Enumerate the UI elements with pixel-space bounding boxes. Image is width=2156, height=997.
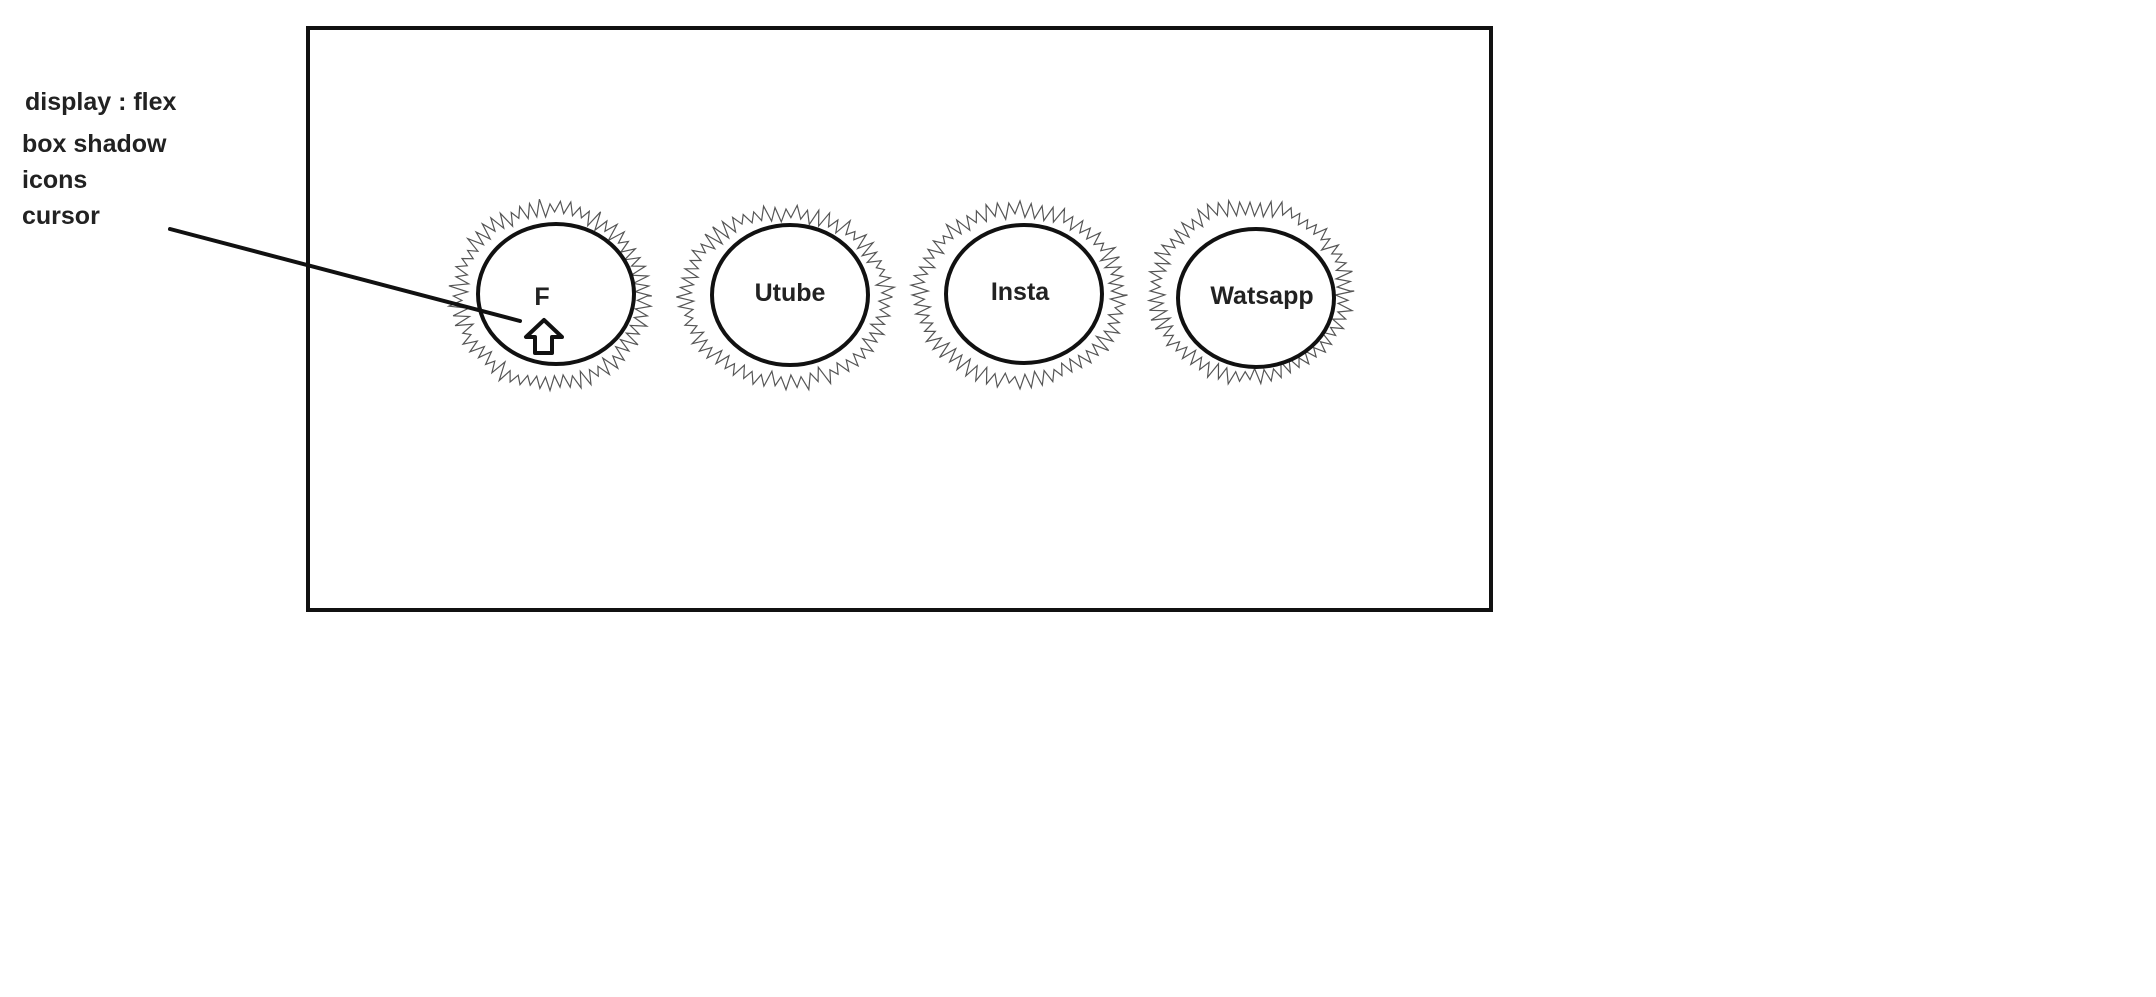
note-icons: icons [22, 166, 88, 194]
annotation-notes: display : flex box shadow icons cursor [22, 84, 176, 234]
circle-label-f: F [534, 283, 550, 311]
layout-frame [306, 26, 1493, 612]
circle-label-insta: Insta [990, 278, 1050, 306]
circle-label-utube: Utube [754, 279, 826, 307]
note-cursor: cursor [22, 202, 100, 230]
note-display-flex: display : flex [25, 88, 177, 116]
circle-label-watsapp: Watsapp [1210, 282, 1314, 310]
note-box-shadow: box shadow [22, 130, 167, 158]
